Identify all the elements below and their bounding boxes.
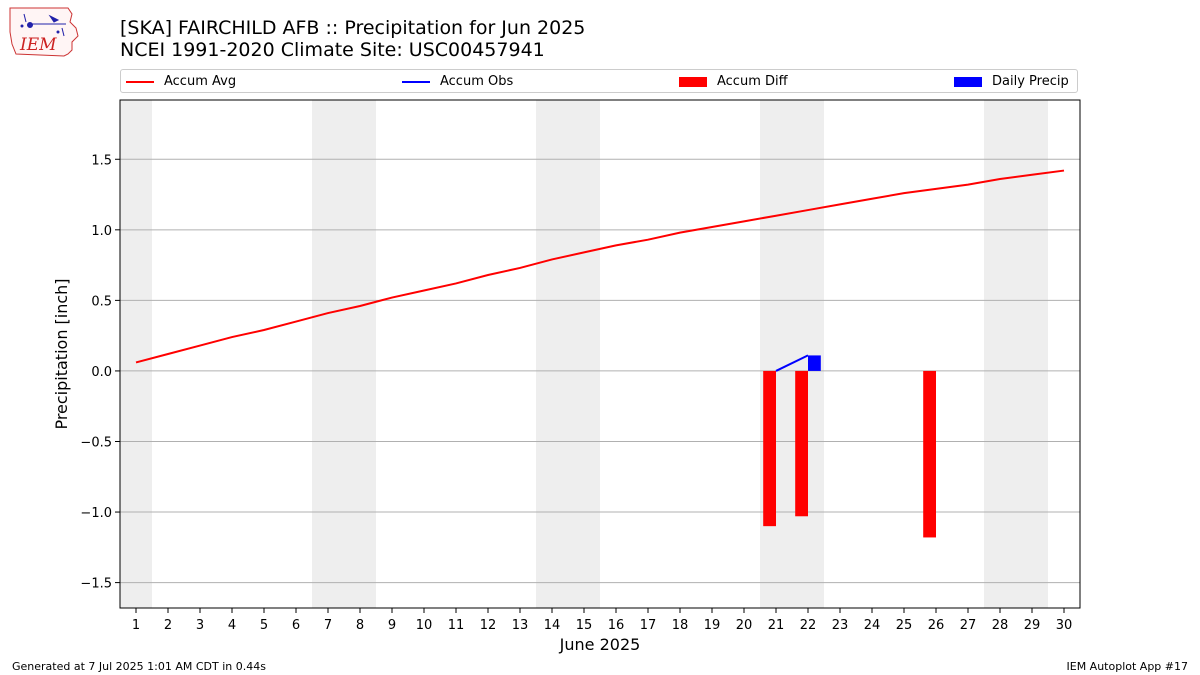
legend-item-daily-precip: Daily Precip	[954, 73, 1069, 91]
generated-timestamp: Generated at 7 Jul 2025 1:01 AM CDT in 0…	[12, 660, 266, 673]
y-axis-ticks: −1.5 −1.0 −0.5 0.0 0.5 1.0 1.5	[80, 153, 120, 592]
y-axis-label: Precipitation [inch]	[52, 278, 71, 429]
x-tick-label: 22	[800, 618, 817, 633]
weekend-band	[312, 100, 376, 608]
x-tick-label: 2	[164, 618, 172, 633]
legend-label: Accum Avg	[164, 74, 237, 89]
bar-accum-diff	[763, 370, 776, 527]
x-tick-label: 5	[260, 618, 268, 633]
x-tick-label: 8	[356, 618, 364, 633]
weekend-shading	[120, 100, 1048, 608]
legend-label: Accum Obs	[440, 74, 514, 89]
x-tick-label: 23	[832, 618, 849, 633]
weekend-band	[120, 100, 152, 608]
legend-swatch	[679, 76, 707, 87]
x-tick-label: 4	[228, 618, 236, 633]
legend: Accum Avg Accum Obs Accum Diff Daily Pre…	[120, 69, 1078, 93]
x-tick-label: 30	[1056, 618, 1073, 633]
bar-accum-diff	[923, 370, 936, 538]
line-series	[135, 169, 1065, 372]
iem-logo: IEM	[9, 7, 79, 57]
y-tick-label: 0.0	[91, 365, 112, 380]
x-tick-label: 15	[576, 618, 593, 633]
weekend-band	[760, 100, 824, 608]
legend-item-accum-diff: Accum Diff	[679, 73, 788, 91]
bar-accum-diff	[795, 370, 808, 517]
weather-symbols-icon	[20, 13, 66, 37]
y-tick-label: −1.5	[80, 577, 112, 592]
legend-label: Accum Diff	[717, 74, 788, 89]
y-tick-label: 0.5	[91, 294, 112, 309]
legend-swatch	[402, 80, 430, 83]
legend-swatch	[126, 80, 154, 83]
x-tick-label: 25	[896, 618, 913, 633]
x-tick-label: 9	[388, 618, 396, 633]
iowa-outline-icon	[9, 7, 79, 57]
x-tick-label: 11	[448, 618, 465, 633]
x-tick-label: 1	[132, 618, 140, 633]
x-tick-label: 14	[544, 618, 561, 633]
bar-daily-precip	[808, 355, 821, 371]
x-tick-label: 28	[992, 618, 1009, 633]
line-accum-obs	[775, 354, 809, 372]
x-tick-label: 29	[1024, 618, 1041, 633]
weekend-band	[984, 100, 1048, 608]
logo-text: IEM	[19, 35, 57, 55]
x-tick-label: 19	[704, 618, 721, 633]
x-tick-label: 6	[292, 618, 300, 633]
y-tick-label: −0.5	[80, 435, 112, 450]
bar-series	[763, 355, 936, 538]
line-accum-avg	[135, 169, 1065, 364]
y-tick-label: 1.5	[91, 153, 112, 168]
chart-title: [SKA] FAIRCHILD AFB :: Precipitation for…	[120, 17, 586, 39]
weekend-band	[536, 100, 600, 608]
legend-swatch	[954, 76, 982, 87]
x-tick-label: 3	[196, 618, 204, 633]
x-tick-label: 24	[864, 618, 881, 633]
x-tick-label: 16	[608, 618, 625, 633]
legend-item-accum-avg: Accum Avg	[126, 73, 236, 91]
x-tick-label: 27	[960, 618, 977, 633]
legend-label: Daily Precip	[992, 74, 1069, 89]
y-tick-label: −1.0	[80, 506, 112, 521]
legend-item-accum-obs: Accum Obs	[402, 73, 513, 91]
grid-lines	[120, 158, 1080, 584]
x-axis-ticks: 1 2 3 4 5 6 7 8 9 10 11 12 13 14 15 16 17 18 19 20 21 22 23 24 2…	[132, 608, 1072, 633]
x-tick-label: 26	[928, 618, 945, 633]
x-axis-label: June 2025	[559, 635, 641, 654]
x-tick-label: 20	[736, 618, 753, 633]
x-tick-label: 13	[512, 618, 529, 633]
x-tick-label: 18	[672, 618, 689, 633]
x-tick-label: 12	[480, 618, 497, 633]
plot-frame	[119, 99, 1081, 609]
y-tick-label: 1.0	[91, 224, 112, 239]
chart-subtitle: NCEI 1991-2020 Climate Site: USC00457941	[120, 39, 545, 61]
app-credit: IEM Autoplot App #17	[1066, 660, 1189, 673]
x-tick-label: 21	[768, 618, 785, 633]
x-tick-label: 17	[640, 618, 657, 633]
x-tick-label: 10	[416, 618, 433, 633]
x-tick-label: 7	[324, 618, 332, 633]
